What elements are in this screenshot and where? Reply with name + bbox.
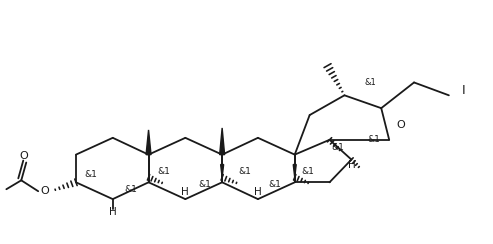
- Polygon shape: [293, 164, 296, 177]
- Text: H: H: [181, 187, 189, 197]
- Text: &1: &1: [84, 170, 97, 179]
- Text: &1: &1: [301, 167, 314, 176]
- Polygon shape: [146, 130, 151, 155]
- Text: O: O: [41, 186, 49, 196]
- Text: &1: &1: [364, 78, 376, 87]
- Text: H: H: [254, 187, 262, 197]
- Text: &1: &1: [239, 167, 251, 176]
- Text: O: O: [19, 151, 28, 161]
- Text: &1: &1: [157, 167, 170, 176]
- Text: H: H: [109, 207, 117, 217]
- Text: &1: &1: [124, 185, 137, 194]
- Text: &1: &1: [368, 135, 381, 144]
- Polygon shape: [220, 128, 225, 155]
- Text: &1: &1: [268, 180, 282, 189]
- Text: I: I: [462, 84, 465, 97]
- Text: O: O: [397, 120, 406, 130]
- Text: &1: &1: [199, 180, 211, 189]
- Text: H: H: [348, 160, 355, 170]
- Polygon shape: [221, 164, 224, 177]
- Text: &1: &1: [331, 143, 344, 152]
